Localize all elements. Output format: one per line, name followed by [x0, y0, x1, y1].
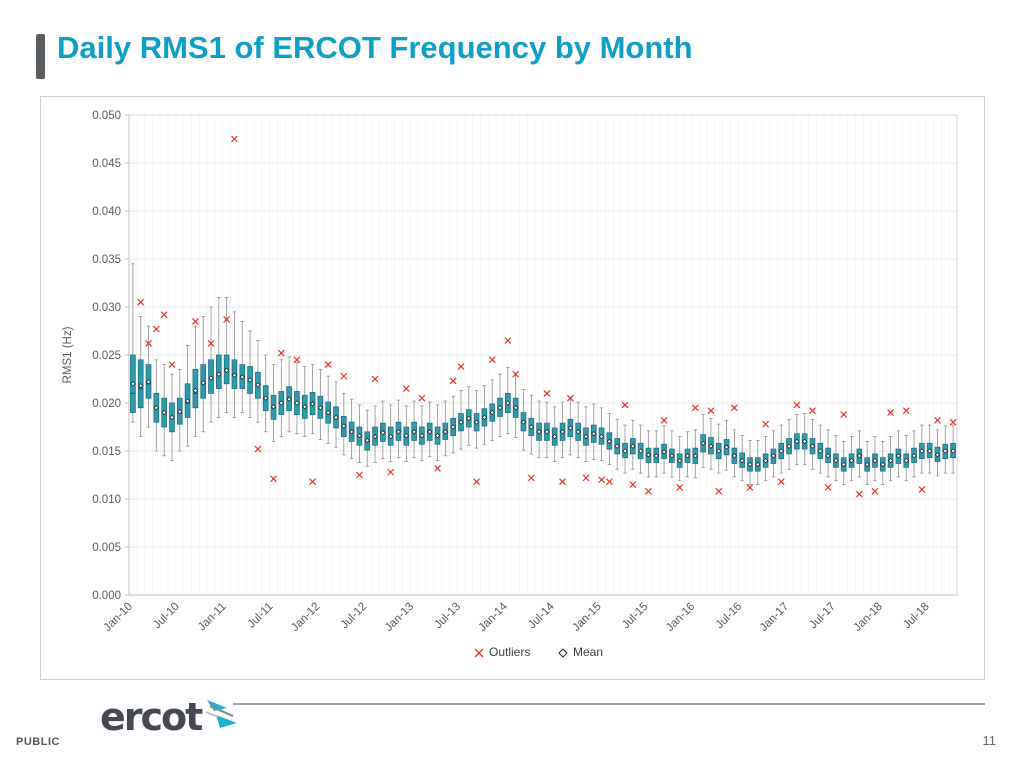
public-classification-label: PUBLIC — [16, 736, 60, 748]
frequency-boxplot-chart: 0.000 0.005 0.010 0.015 0.020 0.025 0.030 0.035… — [40, 96, 985, 680]
boxplot-svg: 0.000 0.005 0.010 0.015 0.020 0.025 0.030 0.035… — [62, 110, 958, 659]
title-accent-bar — [36, 34, 45, 79]
svg-text:Jul-10: Jul-10 — [151, 601, 182, 632]
svg-text:0.005: 0.005 — [92, 542, 121, 554]
ercot-logo-bolt-icon — [206, 700, 238, 728]
svg-text:0.050: 0.050 — [92, 110, 121, 122]
svg-text:Jan-14: Jan-14 — [477, 600, 511, 634]
svg-text:Jul-11: Jul-11 — [246, 601, 276, 631]
svg-text:0.030: 0.030 — [92, 302, 121, 314]
svg-text:Jul-18: Jul-18 — [901, 601, 932, 632]
svg-text:Jul-15: Jul-15 — [620, 601, 651, 632]
svg-text:0.045: 0.045 — [92, 158, 121, 170]
svg-text:Jan-17: Jan-17 — [758, 601, 791, 634]
footer-divider — [233, 703, 985, 705]
svg-text:Jan-12: Jan-12 — [289, 601, 322, 634]
svg-text:0.010: 0.010 — [92, 494, 121, 506]
svg-text:Mean: Mean — [573, 645, 603, 659]
svg-text:RMS1 (Hz): RMS1 (Hz) — [62, 326, 74, 383]
svg-text:Jan-16: Jan-16 — [664, 601, 697, 634]
svg-text:Jan-10: Jan-10 — [102, 601, 135, 634]
svg-text:0.015: 0.015 — [92, 446, 121, 458]
svg-text:0.040: 0.040 — [92, 206, 121, 218]
svg-text:0.025: 0.025 — [92, 350, 121, 362]
svg-text:Jan-18: Jan-18 — [852, 601, 885, 634]
svg-text:0.000: 0.000 — [92, 590, 121, 602]
svg-text:0.020: 0.020 — [92, 398, 121, 410]
page-title: Daily RMS1 of ERCOT Frequency by Month — [57, 30, 693, 65]
svg-text:Jan-11: Jan-11 — [196, 601, 229, 634]
ercot-logo: ercot — [100, 692, 240, 742]
svg-text:Jan-15: Jan-15 — [570, 601, 603, 634]
svg-text:Jan-13: Jan-13 — [383, 601, 416, 634]
svg-text:Jul-17: Jul-17 — [807, 601, 838, 632]
svg-text:Jul-13: Jul-13 — [432, 601, 463, 632]
svg-text:Jul-16: Jul-16 — [714, 601, 745, 632]
svg-text:0.035: 0.035 — [92, 254, 121, 266]
svg-text:Jul-14: Jul-14 — [526, 600, 557, 631]
page-number: 11 — [982, 733, 997, 748]
ercot-logo-text: ercot — [100, 695, 203, 739]
svg-text:Jul-12: Jul-12 — [339, 601, 370, 632]
svg-text:Outliers: Outliers — [489, 645, 530, 659]
